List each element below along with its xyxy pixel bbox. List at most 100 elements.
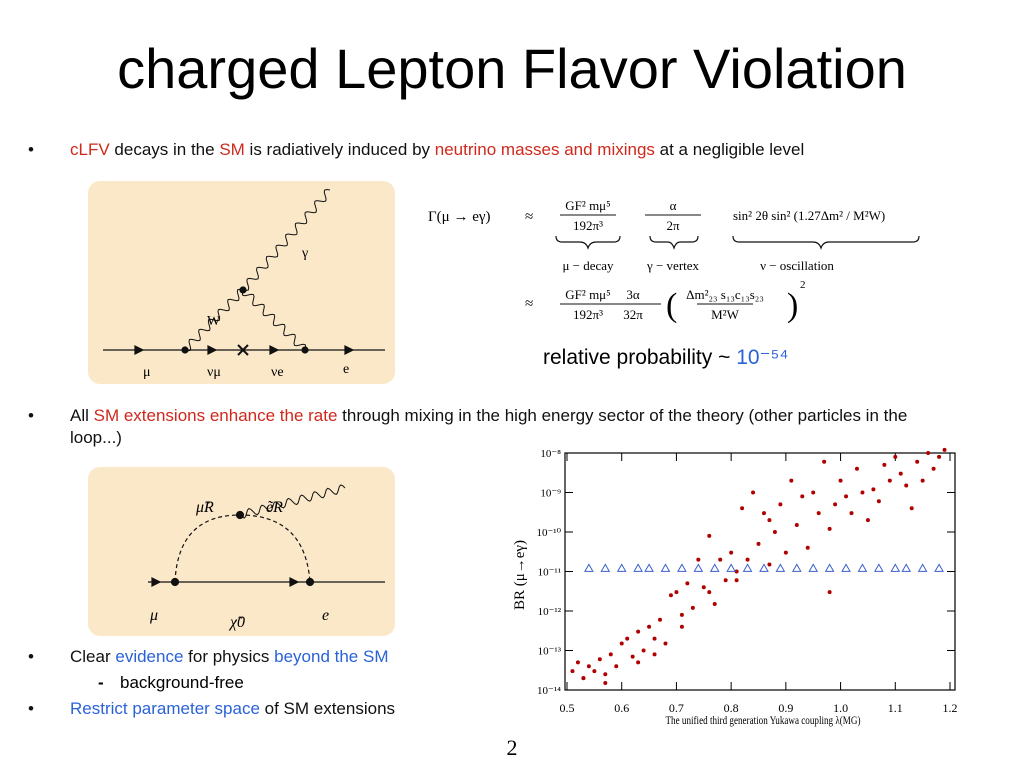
slide-title: charged Lepton Flavor Violation	[117, 37, 907, 100]
x-tick-label: 0.9	[778, 701, 793, 715]
relative-probability: relative probability ~ 10⁻⁵⁴	[543, 345, 788, 370]
point	[712, 602, 717, 607]
point	[827, 590, 832, 595]
limit-marker	[917, 563, 928, 572]
text-run: Clear	[70, 647, 116, 666]
numerator: GF² mμ⁵	[565, 198, 610, 213]
point	[876, 499, 881, 504]
text-run: is radiatively induced by	[244, 140, 435, 159]
point	[641, 648, 646, 653]
limit-marker	[633, 563, 643, 572]
particle-label: νe	[271, 365, 284, 380]
point	[668, 593, 673, 598]
text-run: evidence	[115, 647, 184, 666]
point	[778, 502, 783, 507]
point	[751, 490, 756, 495]
paren: )	[787, 287, 798, 324]
point	[658, 617, 663, 622]
point	[931, 466, 936, 471]
page-number: 2	[506, 735, 518, 760]
w-boson	[241, 289, 307, 351]
point	[789, 478, 794, 483]
point	[816, 511, 821, 516]
point	[636, 629, 641, 634]
x-tick-label: 1.1	[888, 701, 903, 715]
particle-label: γ	[301, 246, 308, 261]
point	[592, 669, 597, 674]
point	[745, 557, 750, 562]
x-tick-label: 1.0	[833, 701, 848, 715]
limit-marker	[600, 563, 611, 572]
point	[860, 490, 865, 495]
point	[865, 518, 870, 523]
diagram-box	[88, 467, 395, 636]
y-tick-label: 10⁻¹⁴	[537, 685, 561, 697]
point	[603, 672, 608, 677]
particle-label: W	[207, 314, 221, 329]
point	[636, 660, 641, 665]
point	[887, 478, 892, 483]
point	[690, 605, 695, 610]
point	[652, 652, 657, 657]
limit-marker	[660, 563, 671, 572]
paren: (	[666, 287, 677, 324]
limit-marker	[874, 563, 884, 572]
x-tick-label: 0.6	[614, 701, 629, 715]
y-tick-label: 10⁻¹²	[538, 606, 562, 618]
particle-label: μ	[143, 365, 151, 380]
approx: ≈	[525, 209, 533, 225]
point	[701, 585, 706, 590]
point	[909, 506, 914, 511]
numerator: GF² mμ⁵	[565, 287, 610, 302]
limit-marker	[824, 563, 835, 572]
point	[614, 664, 619, 669]
diagram-box	[88, 181, 395, 384]
x-axis-label: The unified third generation Yukawa coup…	[666, 713, 861, 727]
limit-marker	[584, 563, 594, 572]
denominator: 192π³	[573, 218, 603, 233]
point	[805, 545, 810, 550]
point	[740, 506, 745, 511]
bullet: Restrict parameter space of SM extension…	[28, 698, 490, 720]
bullet: cLFV decays in the SM is radiatively ind…	[28, 139, 970, 161]
point	[718, 557, 723, 562]
w-boson	[184, 288, 244, 352]
brace-label: μ − decay	[562, 258, 614, 273]
y-tick-label: 10⁻⁸	[540, 448, 561, 460]
point	[794, 523, 799, 528]
text-run: cLFV	[70, 140, 110, 159]
point	[597, 657, 602, 662]
y-tick-label: 10⁻⁹	[540, 488, 561, 500]
point	[882, 462, 887, 467]
point	[833, 502, 838, 507]
text-run: 10⁻⁵⁴	[736, 346, 789, 369]
point	[679, 612, 684, 617]
numerator: 3α	[626, 287, 640, 302]
point	[811, 490, 816, 495]
oscillation-term: sin² 2θ sin² (1.27Δm² / M²W)	[733, 208, 885, 223]
point	[674, 590, 679, 595]
limit-marker	[726, 563, 737, 572]
point	[893, 454, 898, 459]
photon	[239, 484, 346, 519]
text-run: SM	[219, 140, 245, 159]
limit-marker	[901, 563, 912, 572]
denominator: 192π³	[573, 307, 603, 322]
point	[822, 459, 827, 464]
point	[767, 518, 772, 523]
point	[696, 557, 701, 562]
limit-marker	[644, 563, 654, 572]
point	[904, 483, 909, 488]
bullet: Clear evidence for physics beyond the SM	[28, 646, 490, 668]
exponent: 2	[800, 279, 806, 291]
feynman-diagram	[103, 286, 385, 356]
point	[937, 454, 942, 459]
point	[586, 664, 591, 669]
point	[849, 511, 854, 516]
particle-label: νμ	[207, 365, 221, 380]
y-tick-label: 10⁻¹¹	[538, 567, 561, 579]
x-tick-label: 0.7	[669, 701, 684, 715]
text-run: at a negligible level	[654, 140, 805, 159]
